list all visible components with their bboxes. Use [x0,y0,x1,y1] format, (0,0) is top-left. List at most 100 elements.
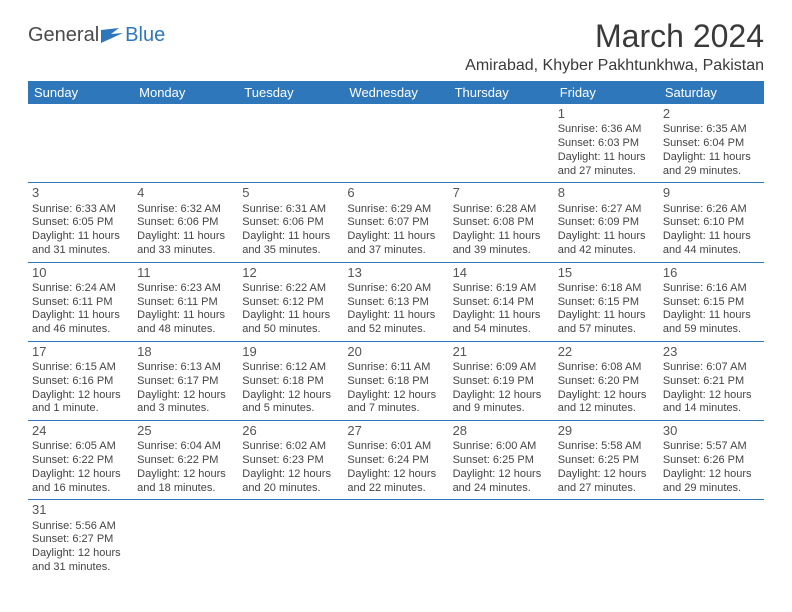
day-number: 31 [32,502,129,518]
daylight-line: Daylight: 12 hours and 3 minutes. [137,389,234,417]
day-header: Tuesday [238,81,343,104]
calendar-cell: 15Sunrise: 6:18 AMSunset: 6:15 PMDayligh… [554,262,659,341]
sunset-line: Sunset: 6:06 PM [137,216,234,230]
day-number: 12 [242,265,339,281]
day-number: 5 [242,185,339,201]
daylight-line: Daylight: 12 hours and 7 minutes. [347,389,444,417]
sunset-line: Sunset: 6:17 PM [137,375,234,389]
sunset-line: Sunset: 6:03 PM [558,137,655,151]
calendar-cell: 3Sunrise: 6:33 AMSunset: 6:05 PMDaylight… [28,183,133,262]
day-number: 15 [558,265,655,281]
sunrise-line: Sunrise: 6:11 AM [347,361,444,375]
sunset-line: Sunset: 6:15 PM [558,296,655,310]
calendar-cell: 2Sunrise: 6:35 AMSunset: 6:04 PMDaylight… [659,104,764,183]
sunrise-line: Sunrise: 6:13 AM [137,361,234,375]
daylight-line: Daylight: 11 hours and 59 minutes. [663,309,760,337]
day-number: 30 [663,423,760,439]
day-number: 9 [663,185,760,201]
calendar-cell: 21Sunrise: 6:09 AMSunset: 6:19 PMDayligh… [449,341,554,420]
sunrise-line: Sunrise: 6:29 AM [347,203,444,217]
calendar-cell [28,104,133,183]
calendar-cell: 19Sunrise: 6:12 AMSunset: 6:18 PMDayligh… [238,341,343,420]
sunset-line: Sunset: 6:05 PM [32,216,129,230]
calendar-cell: 11Sunrise: 6:23 AMSunset: 6:11 PMDayligh… [133,262,238,341]
day-number: 11 [137,265,234,281]
calendar-cell: 12Sunrise: 6:22 AMSunset: 6:12 PMDayligh… [238,262,343,341]
calendar-cell: 31Sunrise: 5:56 AMSunset: 6:27 PMDayligh… [28,500,133,579]
sunset-line: Sunset: 6:25 PM [453,454,550,468]
day-number: 16 [663,265,760,281]
sunrise-line: Sunrise: 6:09 AM [453,361,550,375]
sunrise-line: Sunrise: 6:07 AM [663,361,760,375]
day-number: 14 [453,265,550,281]
day-number: 28 [453,423,550,439]
day-number: 3 [32,185,129,201]
sunset-line: Sunset: 6:08 PM [453,216,550,230]
sunrise-line: Sunrise: 6:02 AM [242,440,339,454]
sunset-line: Sunset: 6:23 PM [242,454,339,468]
header: General Blue March 2024 Amirabad, Khyber… [28,18,764,75]
sunrise-line: Sunrise: 6:05 AM [32,440,129,454]
calendar-cell: 16Sunrise: 6:16 AMSunset: 6:15 PMDayligh… [659,262,764,341]
daylight-line: Daylight: 11 hours and 42 minutes. [558,230,655,258]
day-number: 10 [32,265,129,281]
calendar-cell: 30Sunrise: 5:57 AMSunset: 6:26 PMDayligh… [659,421,764,500]
day-number: 17 [32,344,129,360]
sunset-line: Sunset: 6:24 PM [347,454,444,468]
location-text: Amirabad, Khyber Pakhtunkhwa, Pakistan [465,57,764,75]
calendar-cell: 8Sunrise: 6:27 AMSunset: 6:09 PMDaylight… [554,183,659,262]
sunrise-line: Sunrise: 6:01 AM [347,440,444,454]
day-header: Wednesday [343,81,448,104]
sunrise-line: Sunrise: 6:18 AM [558,282,655,296]
sunrise-line: Sunrise: 5:58 AM [558,440,655,454]
daylight-line: Daylight: 11 hours and 37 minutes. [347,230,444,258]
title-block: March 2024 Amirabad, Khyber Pakhtunkhwa,… [465,18,764,75]
calendar-cell: 20Sunrise: 6:11 AMSunset: 6:18 PMDayligh… [343,341,448,420]
sunset-line: Sunset: 6:04 PM [663,137,760,151]
sunrise-line: Sunrise: 6:36 AM [558,123,655,137]
calendar-cell [133,104,238,183]
sunrise-line: Sunrise: 6:23 AM [137,282,234,296]
daylight-line: Daylight: 11 hours and 39 minutes. [453,230,550,258]
day-header: Monday [133,81,238,104]
sunrise-line: Sunrise: 6:22 AM [242,282,339,296]
calendar-cell [238,500,343,579]
sunset-line: Sunset: 6:15 PM [663,296,760,310]
sunset-line: Sunset: 6:26 PM [663,454,760,468]
calendar-cell [343,104,448,183]
daylight-line: Daylight: 11 hours and 44 minutes. [663,230,760,258]
calendar-cell: 29Sunrise: 5:58 AMSunset: 6:25 PMDayligh… [554,421,659,500]
sunrise-line: Sunrise: 6:27 AM [558,203,655,217]
flag-icon [101,28,123,44]
day-number: 23 [663,344,760,360]
daylight-line: Daylight: 12 hours and 9 minutes. [453,389,550,417]
day-number: 19 [242,344,339,360]
day-number: 27 [347,423,444,439]
sunset-line: Sunset: 6:27 PM [32,533,129,547]
daylight-line: Daylight: 12 hours and 14 minutes. [663,389,760,417]
calendar-cell [449,500,554,579]
sunset-line: Sunset: 6:21 PM [663,375,760,389]
calendar-cell: 4Sunrise: 6:32 AMSunset: 6:06 PMDaylight… [133,183,238,262]
calendar-cell [449,104,554,183]
daylight-line: Daylight: 12 hours and 5 minutes. [242,389,339,417]
sunset-line: Sunset: 6:11 PM [32,296,129,310]
calendar-cell: 13Sunrise: 6:20 AMSunset: 6:13 PMDayligh… [343,262,448,341]
day-number: 6 [347,185,444,201]
sunrise-line: Sunrise: 6:16 AM [663,282,760,296]
calendar-cell: 5Sunrise: 6:31 AMSunset: 6:06 PMDaylight… [238,183,343,262]
calendar-cell: 10Sunrise: 6:24 AMSunset: 6:11 PMDayligh… [28,262,133,341]
calendar-cell [238,104,343,183]
calendar-cell [343,500,448,579]
calendar-cell: 14Sunrise: 6:19 AMSunset: 6:14 PMDayligh… [449,262,554,341]
day-number: 7 [453,185,550,201]
calendar-cell: 22Sunrise: 6:08 AMSunset: 6:20 PMDayligh… [554,341,659,420]
sunrise-line: Sunrise: 6:19 AM [453,282,550,296]
sunrise-line: Sunrise: 6:32 AM [137,203,234,217]
daylight-line: Daylight: 11 hours and 54 minutes. [453,309,550,337]
calendar-cell: 17Sunrise: 6:15 AMSunset: 6:16 PMDayligh… [28,341,133,420]
sunset-line: Sunset: 6:25 PM [558,454,655,468]
day-header: Sunday [28,81,133,104]
calendar-cell: 7Sunrise: 6:28 AMSunset: 6:08 PMDaylight… [449,183,554,262]
calendar-cell: 24Sunrise: 6:05 AMSunset: 6:22 PMDayligh… [28,421,133,500]
